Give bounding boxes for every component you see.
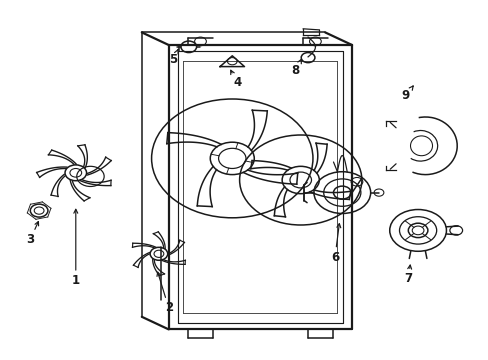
Text: 8: 8 [291,64,299,77]
Text: 1: 1 [72,274,80,287]
Text: 4: 4 [233,76,241,89]
Text: 3: 3 [26,233,34,246]
Text: 9: 9 [401,89,409,102]
Text: 2: 2 [164,301,172,314]
Text: 6: 6 [330,251,338,264]
Text: 5: 5 [169,53,177,66]
Text: 7: 7 [404,273,411,285]
